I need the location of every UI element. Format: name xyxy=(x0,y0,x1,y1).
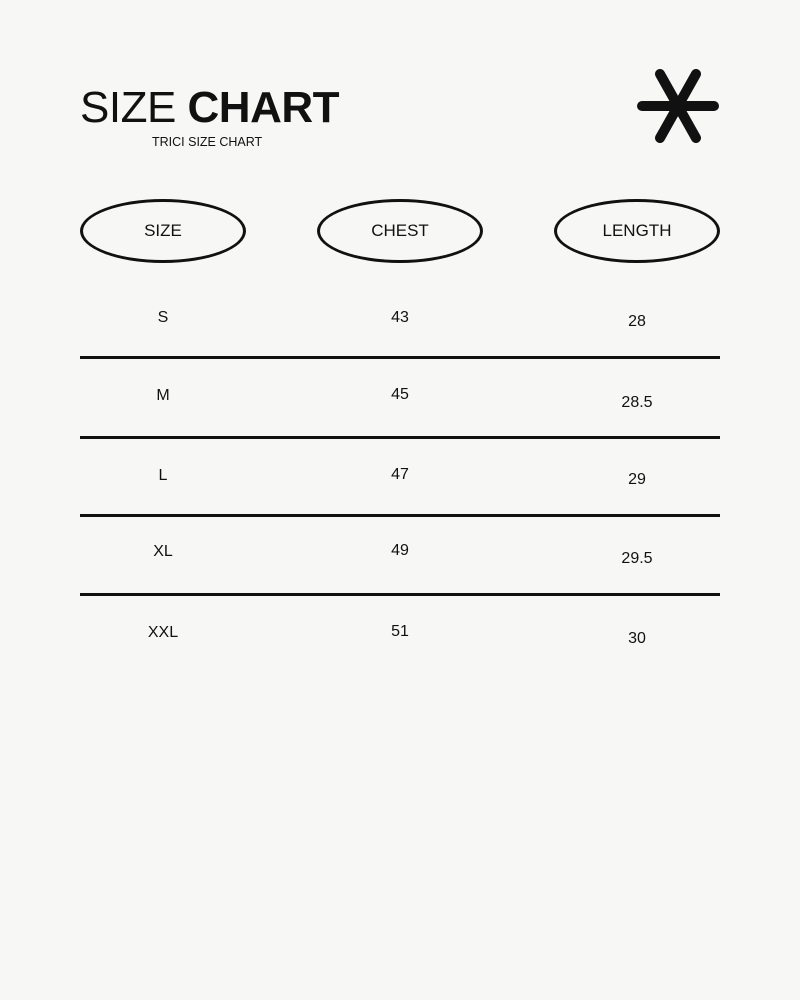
cell-size: L xyxy=(158,467,168,484)
asterisk-icon xyxy=(637,69,719,143)
cell-length: 30 xyxy=(628,630,646,647)
cell-chest: 51 xyxy=(391,623,409,640)
cell-size: M xyxy=(156,387,170,404)
row-divider xyxy=(80,356,720,359)
cell-size: XXL xyxy=(147,624,179,641)
row-divider xyxy=(80,593,720,596)
title-light: SIZE xyxy=(80,83,176,132)
column-header-size: SIZE xyxy=(80,199,246,263)
cell-length: 29.5 xyxy=(621,550,653,567)
cell-chest: 49 xyxy=(391,542,409,559)
column-label: CHEST xyxy=(371,221,429,240)
cell-size: XL xyxy=(153,543,173,560)
cell-chest: 43 xyxy=(391,309,409,326)
title-bold: CHART xyxy=(187,83,340,132)
column-label: LENGTH xyxy=(602,221,672,240)
cell-length: 28.5 xyxy=(621,394,653,411)
column-header-length: LENGTH xyxy=(554,199,720,263)
page-title: SIZE CHART xyxy=(80,83,340,132)
cell-length: 29 xyxy=(628,471,646,488)
cell-chest: 47 xyxy=(391,466,409,483)
row-divider xyxy=(80,436,720,439)
row-divider xyxy=(80,514,720,517)
column-header-chest: CHEST xyxy=(317,199,483,263)
cell-length: 28 xyxy=(628,313,646,330)
cell-chest: 45 xyxy=(391,386,409,403)
subtitle: TRICI SIZE CHART xyxy=(152,135,263,149)
cell-size: S xyxy=(157,309,169,326)
column-label: SIZE xyxy=(144,221,182,240)
